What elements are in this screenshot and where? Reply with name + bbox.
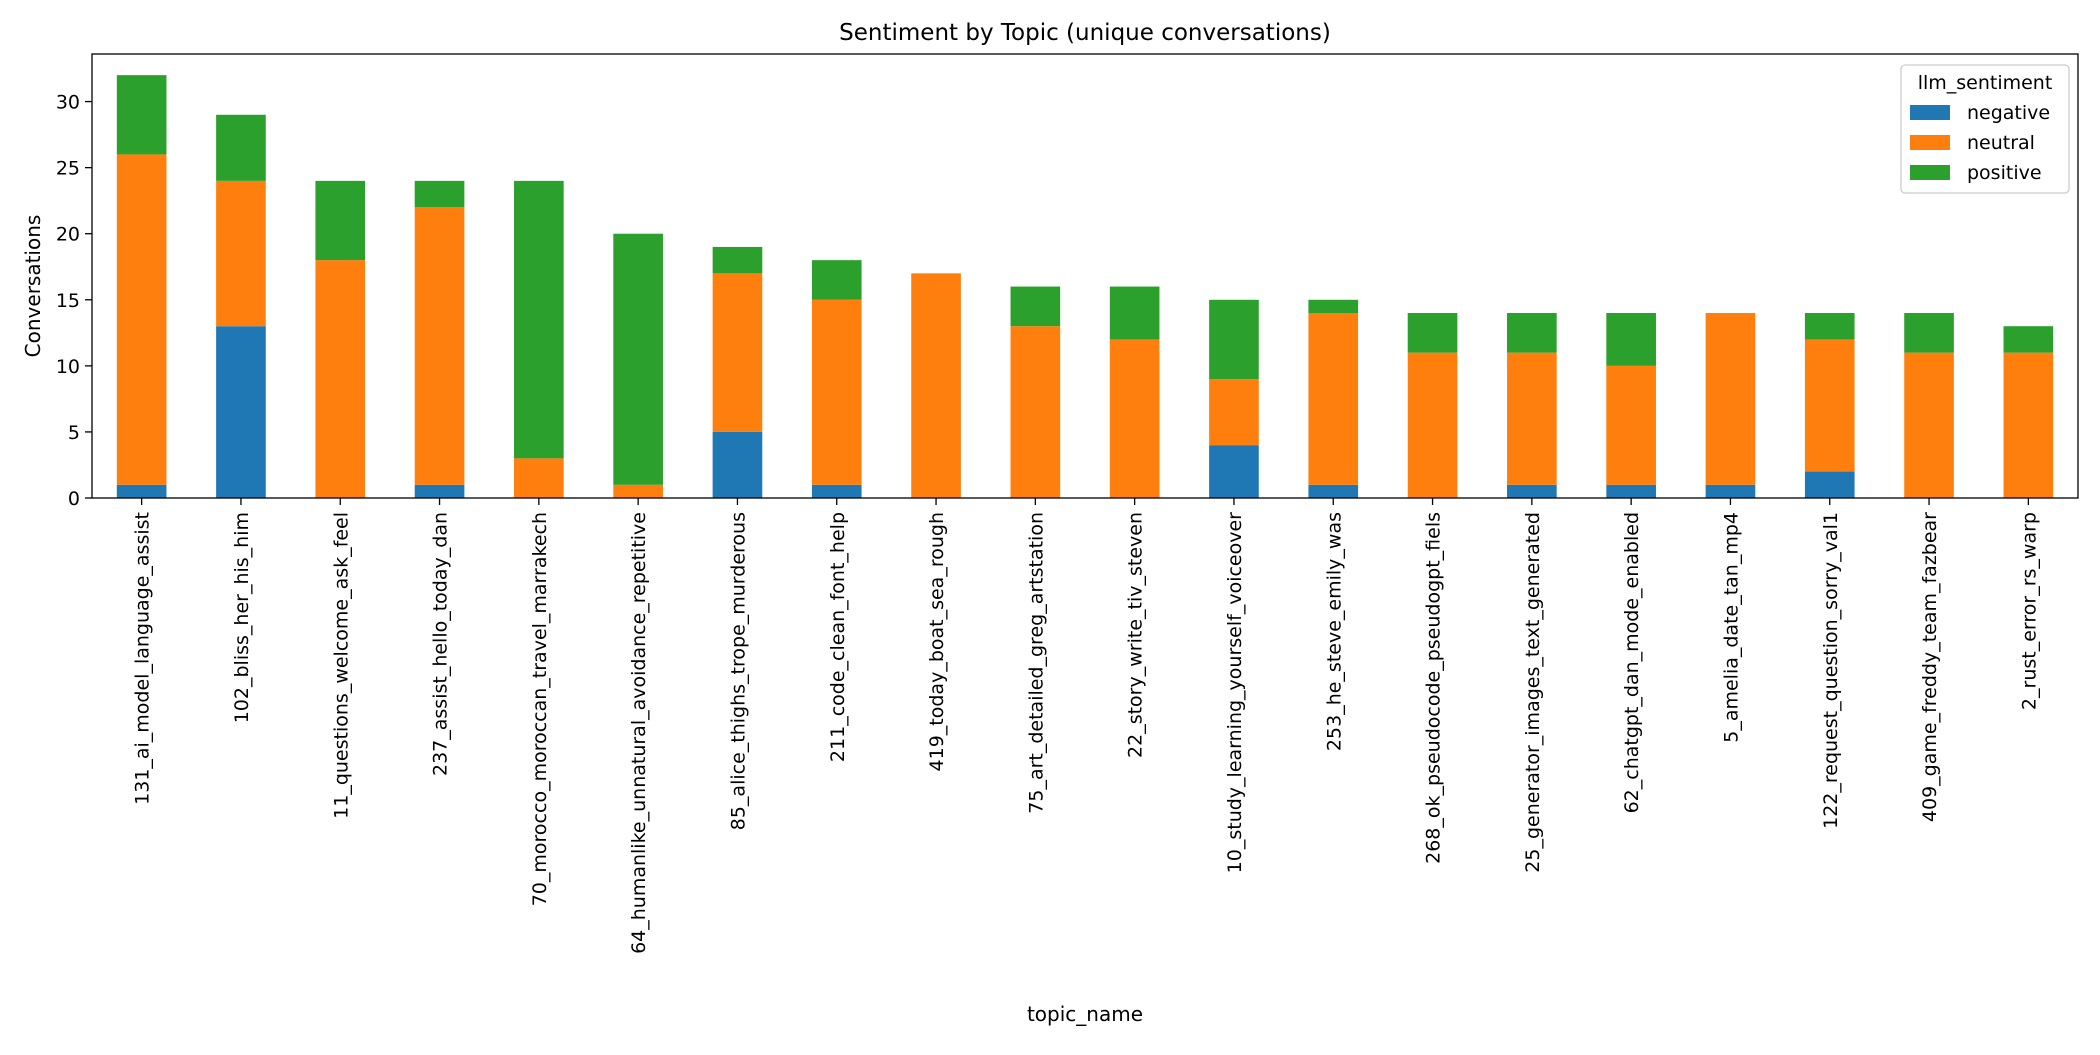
bar-neutral <box>1010 326 1061 498</box>
bar-positive <box>1109 286 1160 340</box>
bar-neutral <box>1804 339 1855 472</box>
x-tick-label: 70_morocco_moroccan_travel_marrakech <box>529 512 551 906</box>
legend-swatch-negative <box>1910 105 1950 120</box>
bar-positive <box>315 180 366 261</box>
bar-neutral <box>2003 352 2054 498</box>
x-tick-label: 419_today_boat_sea_rough <box>926 512 948 771</box>
bar-neutral <box>712 273 763 432</box>
bar-neutral <box>1407 352 1458 498</box>
bar-neutral <box>514 458 564 498</box>
x-tick-label: 62_chatgpt_dan_mode_enabled <box>1621 512 1643 813</box>
x-tick-label: 75_art_detailed_greg_artstation <box>1025 512 1047 814</box>
y-tick-label: 0 <box>68 488 80 510</box>
plot-frame <box>91 53 2079 499</box>
x-tick-label: 5_amelia_date_tan_mp4 <box>1720 512 1742 743</box>
bar-negative <box>1705 484 1756 498</box>
x-tick-label: 253_he_steve_emily_was <box>1323 512 1345 751</box>
y-axis: 0 5 10 15 20 25 30 <box>56 92 92 510</box>
bar-negative <box>811 484 862 498</box>
bar-positive <box>1804 313 1855 340</box>
x-tick-label: 25_generator_images_text_generated <box>1522 512 1544 873</box>
bar-neutral <box>216 180 266 327</box>
bar-negative <box>216 326 266 498</box>
legend-box <box>1900 64 2070 194</box>
x-tick-label: 237_assist_hello_today_dan <box>430 512 452 776</box>
bar-neutral <box>116 154 167 485</box>
bar-neutral <box>1606 365 1656 485</box>
x-tick-label: 409_game_freddy_team_fazbear <box>1919 512 1941 822</box>
x-axis-label: topic_name <box>1027 1002 1143 1026</box>
legend-title: llm_sentiment <box>1918 72 2053 94</box>
bar-negative <box>414 484 465 498</box>
bar-neutral <box>1705 313 1756 485</box>
bar-neutral <box>1209 379 1259 446</box>
bar-neutral <box>414 207 465 485</box>
bar-negative <box>712 431 763 498</box>
bar-positive <box>811 260 862 300</box>
legend-label-neutral: neutral <box>1967 132 2035 154</box>
bar-neutral <box>315 260 366 498</box>
x-axis: 131_ai_model_language_assist 102_bliss_he… <box>132 498 2040 954</box>
bar-positive <box>1507 313 1557 353</box>
x-tick-label: 211_code_clean_font_help <box>827 512 849 762</box>
legend-label-negative: negative <box>1967 102 2050 124</box>
x-tick-label: 122_request_question_sorry_val1 <box>1820 512 1842 829</box>
x-tick-label: 64_humanlike_unnatural_avoidance_repetit… <box>628 512 650 954</box>
bar-neutral <box>1109 339 1160 498</box>
bar-positive <box>514 180 564 459</box>
bar-negative <box>1308 484 1359 498</box>
x-tick-label: 10_study_learning_yourself_voiceover <box>1224 512 1246 874</box>
bar-negative <box>1507 484 1557 498</box>
bar-negative <box>1804 471 1855 498</box>
bar-positive <box>1010 286 1061 327</box>
y-tick-label: 5 <box>68 422 80 444</box>
bar-positive <box>116 75 167 155</box>
x-tick-label: 85_alice_thighs_trope_murderous <box>727 512 749 830</box>
bar-neutral <box>911 273 961 498</box>
legend-label-positive: positive <box>1967 162 2042 184</box>
bar-positive <box>613 233 663 485</box>
x-tick-label: 11_questions_welcome_ask_feel <box>330 512 352 819</box>
bar-positive <box>1209 299 1259 380</box>
x-tick-label: 22_story_write_tiv_steven <box>1125 512 1147 758</box>
legend-swatch-neutral <box>1910 135 1950 150</box>
bar-positive <box>712 246 763 274</box>
y-axis-label: Conversations <box>21 215 45 358</box>
bar-neutral <box>613 484 663 498</box>
bar-positive <box>1904 313 1954 353</box>
bar-positive <box>1606 313 1656 366</box>
y-tick-label: 15 <box>56 290 80 312</box>
bar-positive <box>216 114 266 181</box>
x-tick-label: 102_bliss_her_his_him <box>231 512 253 723</box>
bar-positive <box>1407 313 1458 353</box>
y-tick-label: 20 <box>56 224 80 246</box>
bar-neutral <box>1308 313 1359 485</box>
legend: llm_sentiment negative neutral positive <box>1900 64 2070 194</box>
bar-negative <box>1606 484 1656 498</box>
bar-neutral <box>1507 352 1557 485</box>
x-tick-label: 131_ai_model_language_assist <box>132 512 154 805</box>
x-tick-label: 2_rust_error_rs_warp <box>2018 512 2040 710</box>
chart-title: Sentiment by Topic (unique conversations… <box>839 20 1331 46</box>
legend-swatch-positive <box>1910 165 1950 180</box>
bar-negative <box>116 484 167 498</box>
bar-neutral <box>1904 352 1954 498</box>
bar-neutral <box>811 299 862 485</box>
bar-positive <box>1308 299 1359 313</box>
y-tick-label: 30 <box>56 92 80 114</box>
bar-positive <box>2003 326 2054 353</box>
bars-group <box>116 75 2054 498</box>
y-tick-label: 10 <box>56 356 80 378</box>
x-tick-label: 268_ok_pseudocode_pseudogpt_fiels <box>1423 512 1445 864</box>
y-tick-label: 25 <box>56 158 80 180</box>
bar-negative <box>1209 445 1259 498</box>
bar-positive <box>414 180 465 208</box>
